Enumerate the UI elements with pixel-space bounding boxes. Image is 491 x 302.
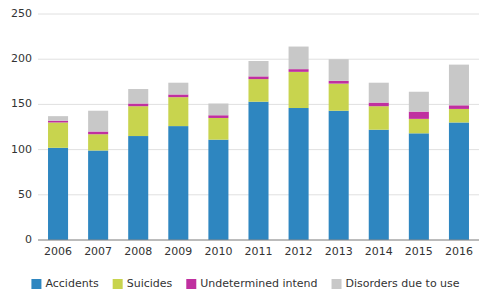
- x-tick-label: 2010: [204, 245, 232, 258]
- bar-segment: [289, 47, 309, 70]
- series: [48, 69, 469, 134]
- bar-segment: [208, 118, 228, 140]
- y-tick-label: 50: [18, 188, 32, 201]
- bar-segment: [168, 94, 188, 97]
- legend-swatch: [332, 279, 342, 289]
- bar-segment: [449, 122, 469, 240]
- bar-segment: [168, 126, 188, 240]
- legend: Accidents Suicides Undetermined intend Diso…: [31, 277, 459, 290]
- x-tick-label: 2016: [445, 245, 473, 258]
- bar-segment: [128, 106, 148, 136]
- bar-segment: [248, 76, 268, 79]
- bar-segment: [329, 81, 349, 84]
- x-tick-label: 2011: [245, 245, 273, 258]
- bar-segment: [289, 69, 309, 72]
- bar-segment: [449, 65, 469, 106]
- chart-container: 0501001502002502006200720082009201020112…: [0, 0, 491, 302]
- bar-segment: [48, 148, 68, 240]
- x-axis: 2006 2007 2008 2009 2010 2011 2012 2013 2014 2015…: [38, 240, 479, 258]
- legend-item: Disorders due to use: [332, 277, 460, 290]
- bar-segment: [208, 103, 228, 115]
- legend-swatch: [186, 279, 196, 289]
- legend-item: Undetermined intend: [186, 277, 317, 290]
- legend-label: Undetermined intend: [200, 277, 317, 290]
- x-tick-label: 2015: [405, 245, 433, 258]
- series: [48, 102, 469, 240]
- grid: [38, 14, 479, 240]
- x-tick-label: 2006: [44, 245, 72, 258]
- bar-segment: [409, 92, 429, 112]
- bar-segment: [369, 103, 389, 107]
- legend-swatch: [31, 279, 41, 289]
- series: [48, 47, 469, 132]
- bar-segment: [289, 108, 309, 240]
- bar-segment: [128, 103, 148, 106]
- legend-label: Disorders due to use: [346, 277, 460, 290]
- bar-segment: [248, 61, 268, 76]
- bar-segment: [369, 83, 389, 103]
- x-tick-label: 2014: [365, 245, 393, 258]
- grid-line: [38, 14, 479, 15]
- y-axis: 0 50 100 150 200 250: [11, 7, 32, 246]
- bar-segment: [128, 89, 148, 103]
- legend-item: Suicides: [113, 277, 173, 290]
- x-tick-label: 2008: [124, 245, 152, 258]
- bar-segment: [329, 84, 349, 111]
- bar-segment: [248, 79, 268, 102]
- y-tick-label: 250: [11, 7, 32, 20]
- bar-segment: [168, 97, 188, 126]
- bar-segment: [88, 132, 108, 135]
- x-axis-line: [38, 240, 479, 241]
- bar-segment: [168, 83, 188, 95]
- bar-segment: [369, 106, 389, 130]
- bar-segment: [369, 130, 389, 240]
- bar-segment: [289, 72, 309, 108]
- y-tick-label: 0: [25, 233, 32, 246]
- grid-line: [38, 59, 479, 60]
- legend-swatch: [113, 279, 123, 289]
- legend-label: Accidents: [45, 277, 99, 290]
- y-tick-label: 150: [11, 97, 32, 110]
- bar-segment: [88, 111, 108, 132]
- bars: [48, 47, 469, 240]
- x-tick-label: 2007: [84, 245, 112, 258]
- bar-segment: [88, 151, 108, 240]
- bar-segment: [48, 122, 68, 147]
- bar-segment: [208, 140, 228, 240]
- grid-line: [38, 240, 479, 241]
- bar-segment: [449, 105, 469, 109]
- bar-segment: [88, 134, 108, 150]
- x-tick-label: 2009: [164, 245, 192, 258]
- bar-segment: [409, 133, 429, 240]
- chart-svg: 0501001502002502006200720082009201020112…: [0, 0, 491, 302]
- bar-segment: [48, 116, 68, 121]
- bar-segment: [48, 121, 68, 123]
- x-tick-label: 2013: [325, 245, 353, 258]
- legend-item: Accidents: [31, 277, 99, 290]
- series: [48, 72, 469, 151]
- legend-label: Suicides: [127, 277, 173, 290]
- x-tick-label: 2012: [285, 245, 313, 258]
- bar-segment: [409, 119, 429, 133]
- bar-segment: [409, 112, 429, 119]
- bar-segment: [208, 115, 228, 118]
- bar-segment: [248, 102, 268, 240]
- bar-segment: [128, 136, 148, 240]
- y-tick-label: 200: [11, 52, 32, 65]
- y-tick-label: 100: [11, 143, 32, 156]
- bar-segment: [329, 111, 349, 240]
- bar-segment: [449, 109, 469, 123]
- bar-segment: [329, 59, 349, 81]
